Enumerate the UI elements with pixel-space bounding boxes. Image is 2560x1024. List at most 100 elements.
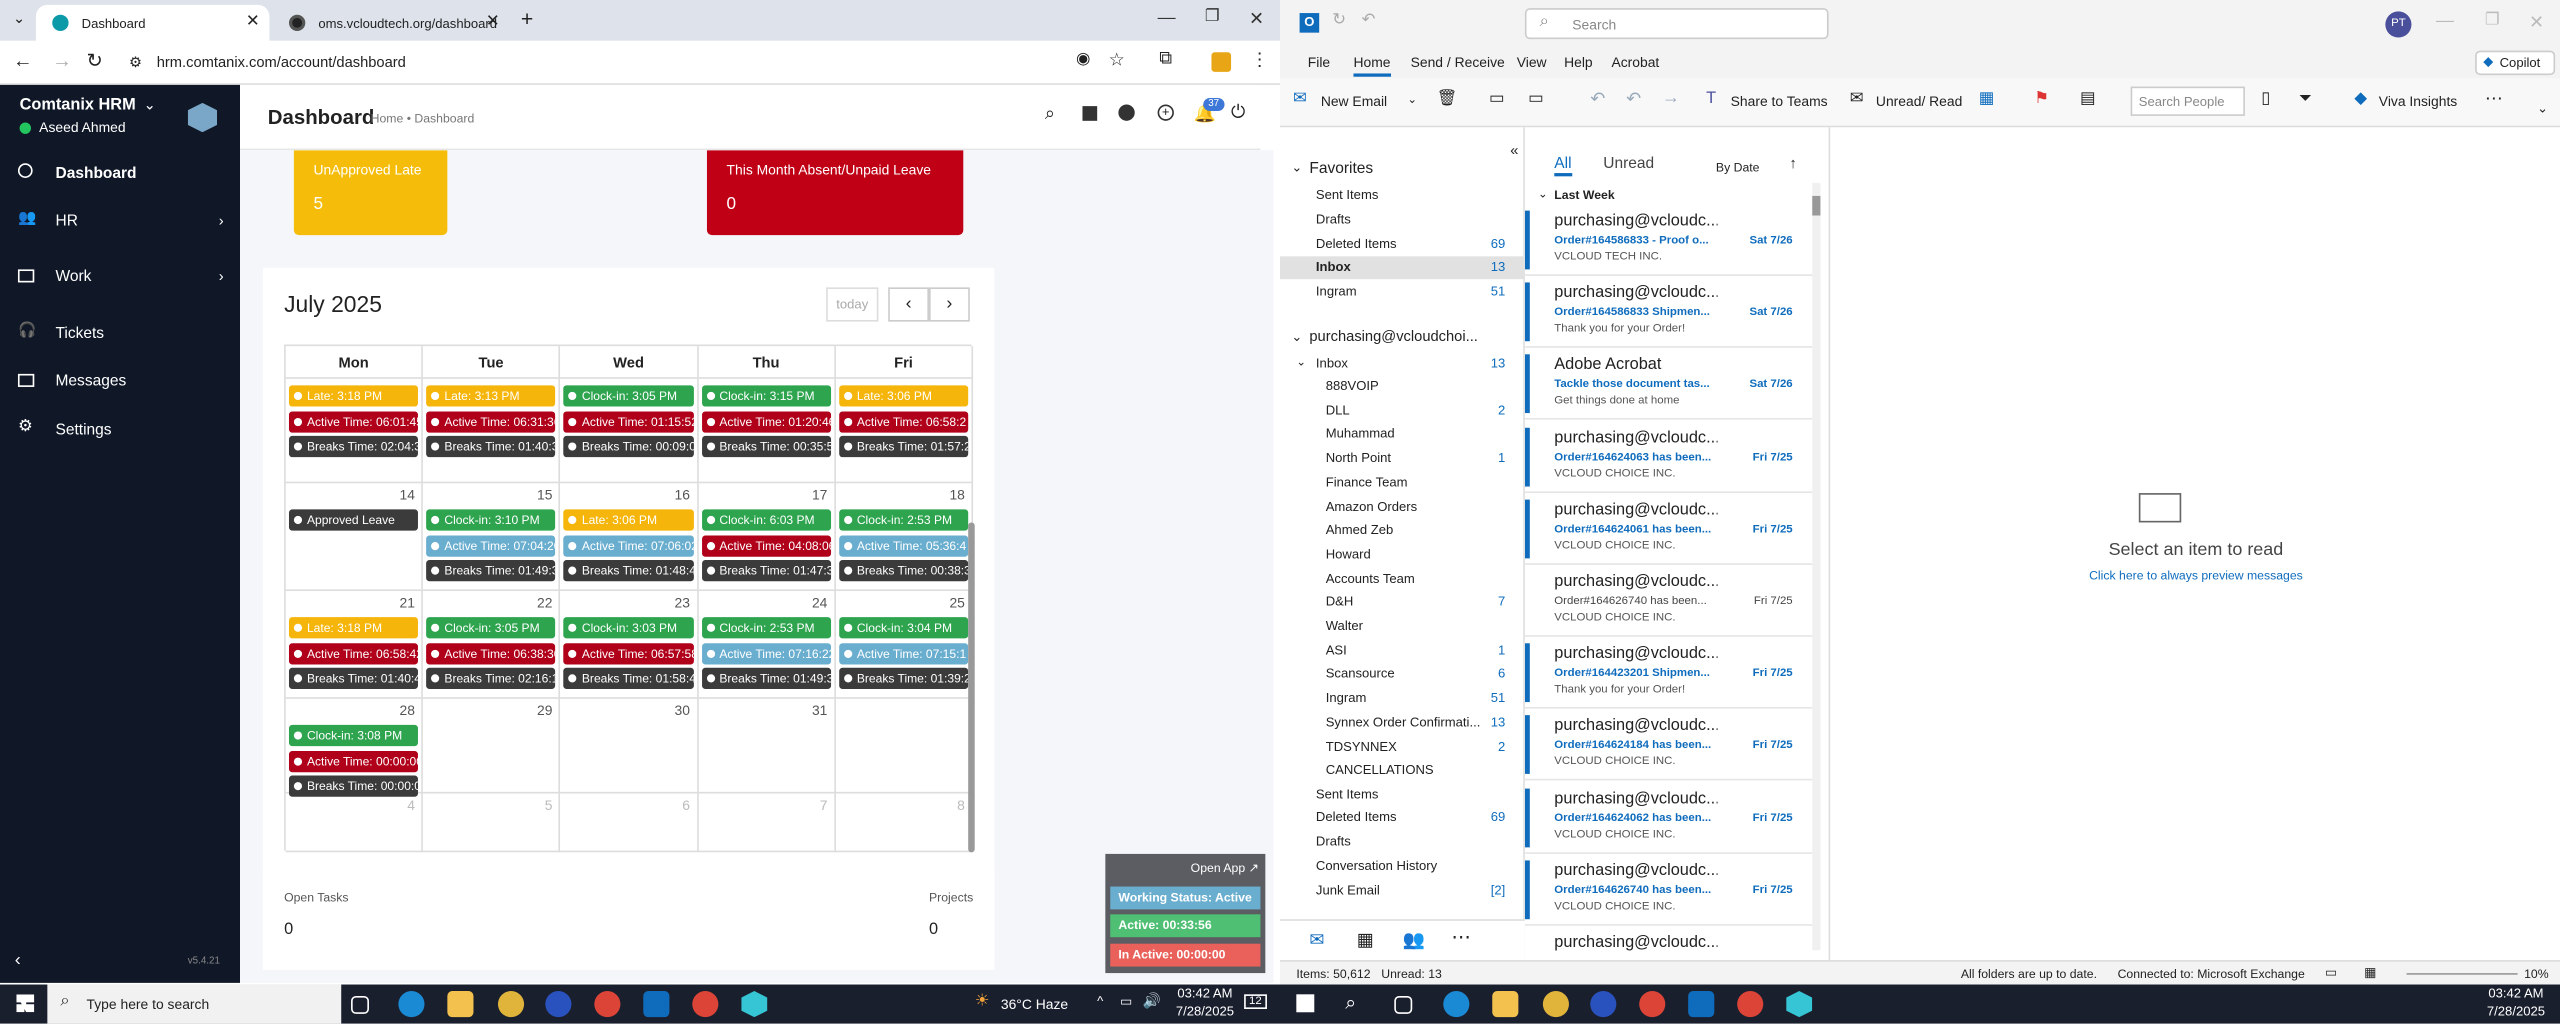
nav-tickets[interactable]: 🎧 Tickets	[0, 310, 240, 356]
chrome-icon[interactable]	[692, 991, 719, 1018]
calendar-event[interactable]: Late: 3:06 PM	[563, 509, 694, 531]
delete-icon[interactable]: 🗑	[1436, 89, 1458, 108]
calendar-event[interactable]: Active Time: 07:16:22	[701, 642, 831, 664]
tab-dashboard[interactable]: Dashboard ✕	[35, 4, 270, 41]
calendar-day-cell[interactable]: 23 Clock-in: 3:03 PM Active Time: 06:57:58…	[560, 591, 699, 699]
collapse-sidebar-icon[interactable]: ‹	[14, 950, 21, 970]
filter-icon[interactable]: ⏷	[2298, 89, 2312, 108]
folder-item[interactable]: Drafts	[1280, 831, 1523, 854]
calendar-day-cell[interactable]: 28 Clock-in: 3:08 PM Active Time: 00:00:00…	[285, 698, 424, 797]
message-item[interactable]: purchasing@vcloudc... Order#164624062 has…	[1524, 781, 1813, 854]
copilot-button[interactable]: ◆ Copilot	[2475, 50, 2556, 76]
calendar-event[interactable]: Late: 3:13 PM	[426, 385, 556, 407]
calendar-event[interactable]: Clock-in: 3:08 PM	[288, 724, 419, 747]
forward-icon[interactable]: →	[52, 48, 72, 72]
forward-icon[interactable]: →	[1662, 88, 1681, 108]
clock-date[interactable]: 7/28/2025	[2486, 1004, 2546, 1019]
prev-month-button[interactable]: ‹	[888, 287, 930, 322]
calendar-event[interactable]: Breaks Time: 01:40:4	[288, 667, 419, 689]
task-view-icon[interactable]	[1394, 995, 1413, 1014]
folder-item[interactable]: DLL 2	[1280, 400, 1523, 423]
calendar-day-cell[interactable]: 4	[285, 793, 424, 853]
menu-acrobat[interactable]: Acrobat	[1611, 53, 1660, 71]
folder-item[interactable]: Accounts Team	[1280, 568, 1523, 591]
sync-icon[interactable]: ↻	[1332, 11, 1346, 30]
today-button[interactable]: today	[826, 287, 879, 322]
viva-insights-button[interactable]: Viva Insights	[2378, 93, 2458, 110]
calendar-event[interactable]: Active Time: 07:06:02	[563, 534, 694, 556]
mail-icon[interactable]: ✉	[1309, 930, 1325, 951]
undo-icon[interactable]: ↶	[1361, 11, 1376, 30]
calendar-event[interactable]: Clock-in: 2:53 PM	[701, 617, 831, 639]
folder-item[interactable]: Muhammad	[1280, 424, 1523, 447]
folder-item[interactable]: 888VOIP	[1280, 376, 1523, 399]
search-icon[interactable]: ⌕	[1044, 104, 1056, 125]
add-icon[interactable]: +	[1157, 104, 1174, 121]
calendar-event[interactable]: Active Time: 00:00:00	[288, 750, 419, 772]
chevron-down-icon[interactable]: ⌄	[1296, 357, 1306, 369]
nav-settings[interactable]: ⚙ Settings	[0, 407, 240, 453]
calendar-event[interactable]: Clock-in: 3:10 PM	[426, 509, 556, 531]
zoom-slider[interactable]	[2406, 973, 2518, 975]
calendar-day-cell[interactable]: 5	[423, 793, 561, 853]
calendar-event[interactable]: Clock-in: 3:15 PM	[701, 385, 831, 407]
file-explorer-icon[interactable]	[1492, 991, 1519, 1018]
calendar-event[interactable]: Breaks Time: 01:48:4	[563, 560, 694, 582]
calendar-event[interactable]: Breaks Time: 01:39:2	[838, 667, 969, 689]
nav-messages[interactable]: Messages	[0, 358, 240, 404]
bookmark-star-icon[interactable]: ☆	[1108, 50, 1125, 71]
minimize-icon[interactable]: —	[2435, 11, 2454, 32]
stat-card-late[interactable]: UnApproved Late 5	[293, 150, 448, 236]
task-view-icon[interactable]	[351, 995, 369, 1014]
folder-item[interactable]: Inbox 13	[1280, 353, 1523, 376]
calendar-event[interactable]: Breaks Time: 00:09:0	[563, 435, 694, 458]
network-icon[interactable]: ▭	[1120, 994, 1133, 1010]
edge-icon[interactable]	[1443, 991, 1470, 1018]
reply-all-icon[interactable]: ↶	[1626, 89, 1642, 110]
extension-icon[interactable]	[1211, 52, 1232, 72]
folder-item[interactable]: Inbox 13	[1280, 256, 1524, 280]
folder-item[interactable]: TDSYNNEX 2	[1280, 736, 1523, 759]
message-item[interactable]: purchasing@vcloudc...	[1525, 926, 1812, 960]
calendar-day-cell[interactable]: 24 Clock-in: 2:53 PM Active Time: 07:16:22…	[698, 591, 836, 699]
tab-list-chevron-icon[interactable]: ⌄	[13, 9, 26, 27]
calendar-day-cell[interactable]: 6	[560, 793, 699, 853]
calendar-scrollbar[interactable]	[968, 522, 975, 853]
message-item[interactable]: Adobe Acrobat Tackle those document tas..…	[1524, 348, 1813, 421]
zoom-icon[interactable]	[545, 991, 572, 1018]
calendar-day-cell[interactable]	[835, 698, 974, 794]
calendar-day-cell[interactable]: 15 Clock-in: 3:10 PM Active Time: 07:04:20…	[423, 483, 561, 592]
flag-icon[interactable]: ⚑	[2034, 89, 2049, 108]
categorize-icon[interactable]: ▦	[1978, 89, 1995, 108]
calendar-event[interactable]: Breaks Time: 01:58:4	[563, 667, 694, 689]
calendar-event[interactable]: Active Time: 06:38:30	[426, 642, 556, 664]
chrome-icon[interactable]	[1542, 991, 1569, 1018]
calendar-event[interactable]: Active Time: 07:15:1	[838, 642, 969, 664]
close-tab-icon[interactable]: ✕	[485, 13, 500, 32]
reading-view-icon[interactable]: ▦	[2364, 964, 2377, 980]
calendar-event[interactable]: Active Time: 01:15:52	[563, 410, 694, 432]
calendar-event[interactable]: Clock-in: 3:04 PM	[838, 617, 969, 639]
calendar-day-cell[interactable]: 30	[560, 698, 699, 794]
brand-dropdown-icon[interactable]: ⌄	[143, 96, 156, 113]
calendar-event[interactable]: Active Time: 06:31:36	[426, 410, 556, 432]
folder-item[interactable]: Synnex Order Confirmati... 13	[1280, 712, 1523, 735]
sort-direction-icon[interactable]: ↑	[1789, 155, 1797, 172]
calendar-event[interactable]: Breaks Time: 01:49:3	[701, 667, 831, 689]
folder-item[interactable]: Scansource 6	[1280, 664, 1523, 687]
weather-text[interactable]: 36°C Haze	[1000, 995, 1069, 1013]
calendar-event[interactable]: Late: 3:06 PM	[838, 385, 969, 407]
chrome-icon[interactable]	[1639, 991, 1666, 1018]
stat-card-absent[interactable]: This Month Absent/Unpaid Leave 0	[706, 150, 964, 236]
more-options-icon[interactable]: ⋯	[2484, 89, 2503, 110]
calendar-day-cell[interactable]: Clock-in: 3:15 PM Active Time: 01:20:46 Br…	[698, 378, 836, 484]
people-icon[interactable]: 👥	[1402, 930, 1425, 951]
clock-icon[interactable]	[1118, 104, 1135, 121]
share-to-teams-button[interactable]: Share to Teams	[1730, 93, 1828, 110]
calendar-day-cell[interactable]: 21 Late: 3:18 PM Active Time: 06:58:42 Brea…	[285, 591, 424, 699]
site-info-icon[interactable]: ⚙	[128, 53, 143, 71]
windows-start-icon[interactable]	[16, 994, 35, 1013]
calendar-event[interactable]: Active Time: 06:58:42	[288, 642, 419, 664]
calendar-event[interactable]: Late: 3:18 PM	[288, 385, 419, 407]
sort-by-date[interactable]: By Date	[1715, 160, 1760, 175]
